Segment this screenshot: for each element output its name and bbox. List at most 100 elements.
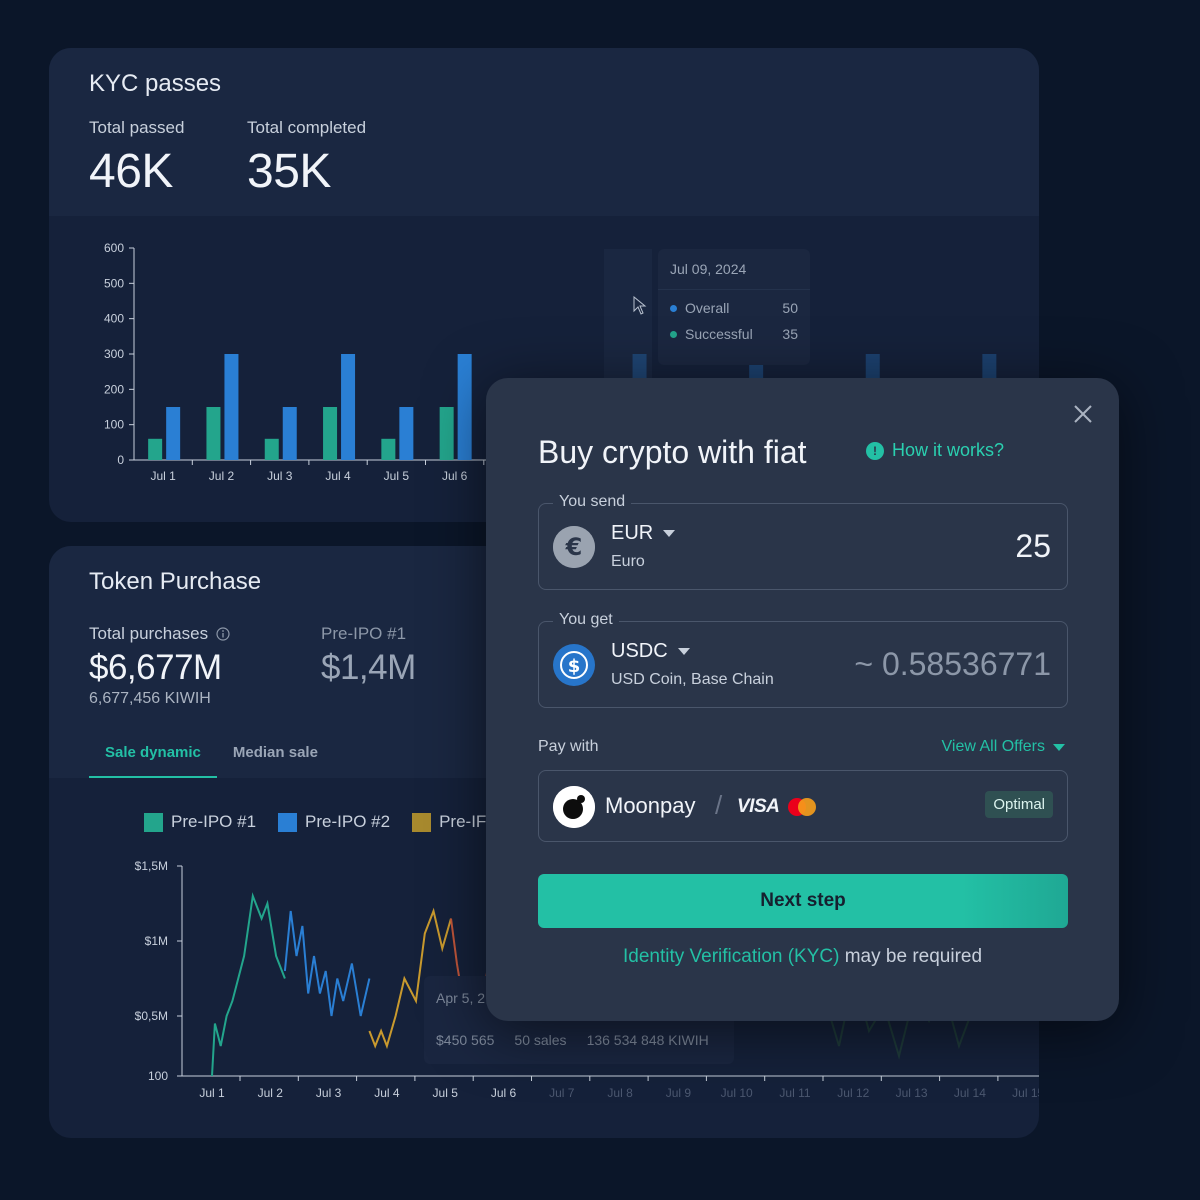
- kyc-link[interactable]: Identity Verification (KYC): [622, 946, 840, 967]
- tooltip-overall-row: Overall 50: [670, 300, 798, 316]
- legend-label: Pre-IPO #2: [305, 812, 391, 831]
- total-passed-value: 46K: [89, 145, 173, 198]
- get-legend: You get: [553, 611, 619, 629]
- sale-chart-svg: 100 $0,5M $1M $1,5M Jul 1 Jul 2 Jul 3 Jul 4 Jul …: [135, 859, 1039, 1100]
- legend-label: Pre-IPO #1: [171, 812, 257, 831]
- total-purchases-sub: 6,677,456 KIWIH: [89, 690, 211, 707]
- x-tick-label: Jul 7: [549, 1086, 575, 1100]
- get-currency-name: USD Coin, Base Chain: [611, 671, 774, 688]
- bar: [206, 407, 221, 460]
- cursor-icon: [633, 296, 647, 315]
- y-tick-label: 400: [104, 312, 124, 326]
- tooltip-successful-row: Successful 35: [670, 326, 798, 342]
- send-currency-select[interactable]: EUR: [611, 522, 676, 545]
- x-tick-label: Jul 6: [442, 469, 468, 483]
- bar: [439, 407, 454, 460]
- kyc-tooltip: Jul 09, 2024 Overall 50 Successful 35: [658, 249, 810, 365]
- token-title: Token Purchase: [89, 568, 262, 595]
- y-tick-label: 600: [104, 241, 124, 255]
- payment-provider-option[interactable]: Moonpay / VISA Optimal: [538, 770, 1068, 842]
- y-tick-label: $1,5M: [135, 859, 168, 873]
- x-tick-label: Jul 4: [374, 1086, 400, 1100]
- total-completed-value: 35K: [247, 145, 331, 198]
- x-tick-label: Jul 9: [666, 1086, 692, 1100]
- legend-swatch: [412, 812, 432, 832]
- overall-dot: [670, 304, 677, 312]
- get-field[interactable]: You get $ USDC USD Coin, Base Chain ~ 0.…: [538, 611, 1068, 708]
- sale-tooltip-sales: 50 sales: [514, 1032, 567, 1048]
- x-tick-label: Jul 14: [954, 1086, 986, 1100]
- get-currency-code: USDC: [611, 640, 668, 662]
- send-currency-name: Euro: [611, 553, 645, 570]
- optimal-badge: Optimal: [985, 791, 1053, 818]
- send-currency-code: EUR: [611, 522, 654, 544]
- get-amount: ~ 0.58536771: [854, 646, 1051, 682]
- bar: [323, 407, 338, 460]
- x-tick-label: Jul 3: [316, 1086, 342, 1100]
- visa-logo: VISA: [737, 796, 780, 817]
- x-tick-label: Jul 4: [325, 469, 351, 483]
- y-tick-label: 100: [104, 418, 124, 432]
- bar: [282, 407, 297, 460]
- send-legend: You send: [553, 493, 632, 511]
- send-amount-input[interactable]: 25: [1015, 528, 1051, 564]
- legend-item[interactable]: Pre-IPO #1: [144, 812, 256, 832]
- euro-icon: €: [553, 526, 595, 568]
- chevron-down-icon: [1053, 743, 1065, 751]
- x-tick-label: Jul 5: [433, 1086, 459, 1100]
- y-tick-label: 0: [117, 453, 124, 467]
- preipo-value: $1,4M: [321, 648, 416, 687]
- y-tick-label: 500: [104, 276, 124, 290]
- total-passed-label: Total passed: [89, 118, 185, 137]
- kyc-title: KYC passes: [89, 70, 222, 97]
- legend-item[interactable]: Pre-IPO #2: [278, 812, 390, 832]
- view-all-offers-link[interactable]: View All Offers: [942, 738, 1065, 756]
- bar: [148, 438, 163, 460]
- chart-legend: Pre-IPO #1 Pre-IPO #2 Pre-IF: [144, 812, 486, 832]
- total-completed-stat: Total completed 35K: [247, 118, 366, 199]
- y-tick-label: 200: [104, 382, 124, 396]
- bar: [264, 438, 279, 460]
- tab-sale-dynamic[interactable]: Sale dynamic: [89, 732, 217, 778]
- x-tick-label: Jul 1: [150, 469, 176, 483]
- view-all-offers-label: View All Offers: [941, 738, 1045, 755]
- x-tick-label: Jul 11: [779, 1086, 810, 1100]
- series-line: [211, 892, 286, 1077]
- x-tick-label: Jul 6: [491, 1086, 517, 1100]
- legend-label: Pre-IF: [439, 812, 487, 831]
- total-purchases-value: $6,677M: [89, 648, 222, 687]
- x-tick-label: Jul 12: [837, 1086, 869, 1100]
- kyc-note-text: may be required: [839, 946, 983, 967]
- y-tick-label: 100: [148, 1069, 168, 1083]
- next-step-button[interactable]: Next step: [538, 874, 1068, 928]
- bar: [166, 407, 181, 460]
- tab-median-sale[interactable]: Median sale: [232, 744, 318, 761]
- x-tick-label: Jul 2: [209, 469, 235, 483]
- y-tick-label: 300: [104, 347, 124, 361]
- legend-item[interactable]: Pre-IF: [412, 812, 486, 832]
- get-currency-select[interactable]: USDC: [611, 640, 690, 663]
- buy-crypto-modal: Buy crypto with fiat ! How it works? You…: [486, 378, 1119, 1021]
- total-purchases-stat: Total purchases $6,677M 6,677,456 KIWIH: [89, 624, 230, 708]
- series-line: [283, 910, 371, 1017]
- x-tick-label: Jul 15: [1012, 1086, 1039, 1100]
- kyc-note: Identity Verification (KYC) may be requi…: [486, 946, 1119, 968]
- svg-text:$: $: [568, 656, 581, 677]
- mastercard-icon: [788, 798, 816, 816]
- close-icon[interactable]: [1071, 402, 1095, 426]
- tooltip-overall-label: Overall: [685, 300, 730, 316]
- bar: [457, 354, 472, 460]
- sale-line-chart[interactable]: 100 $0,5M $1M $1,5M Jul 1 Jul 2 Jul 3 Jul 4 Jul …: [79, 846, 1039, 1116]
- sale-tooltip-kiwih: 136 534 848 KIWIH: [586, 1032, 709, 1048]
- send-field[interactable]: You send € EUR Euro 25: [538, 493, 1068, 590]
- preipo-stat: Pre-IPO #1 $1,4M: [321, 624, 416, 688]
- how-it-works-link[interactable]: ! How it works?: [866, 440, 1004, 461]
- chart-tabs: Sale dynamic Median sale: [89, 732, 334, 778]
- info-icon[interactable]: [216, 627, 230, 641]
- series-line: [368, 907, 452, 1050]
- y-tick-label: $1M: [145, 934, 168, 948]
- legend-swatch: [144, 812, 163, 832]
- x-tick-label: Jul 3: [267, 469, 293, 483]
- bar: [224, 354, 239, 460]
- kyc-header: KYC passes Total passed 46K Total comple…: [49, 48, 1039, 216]
